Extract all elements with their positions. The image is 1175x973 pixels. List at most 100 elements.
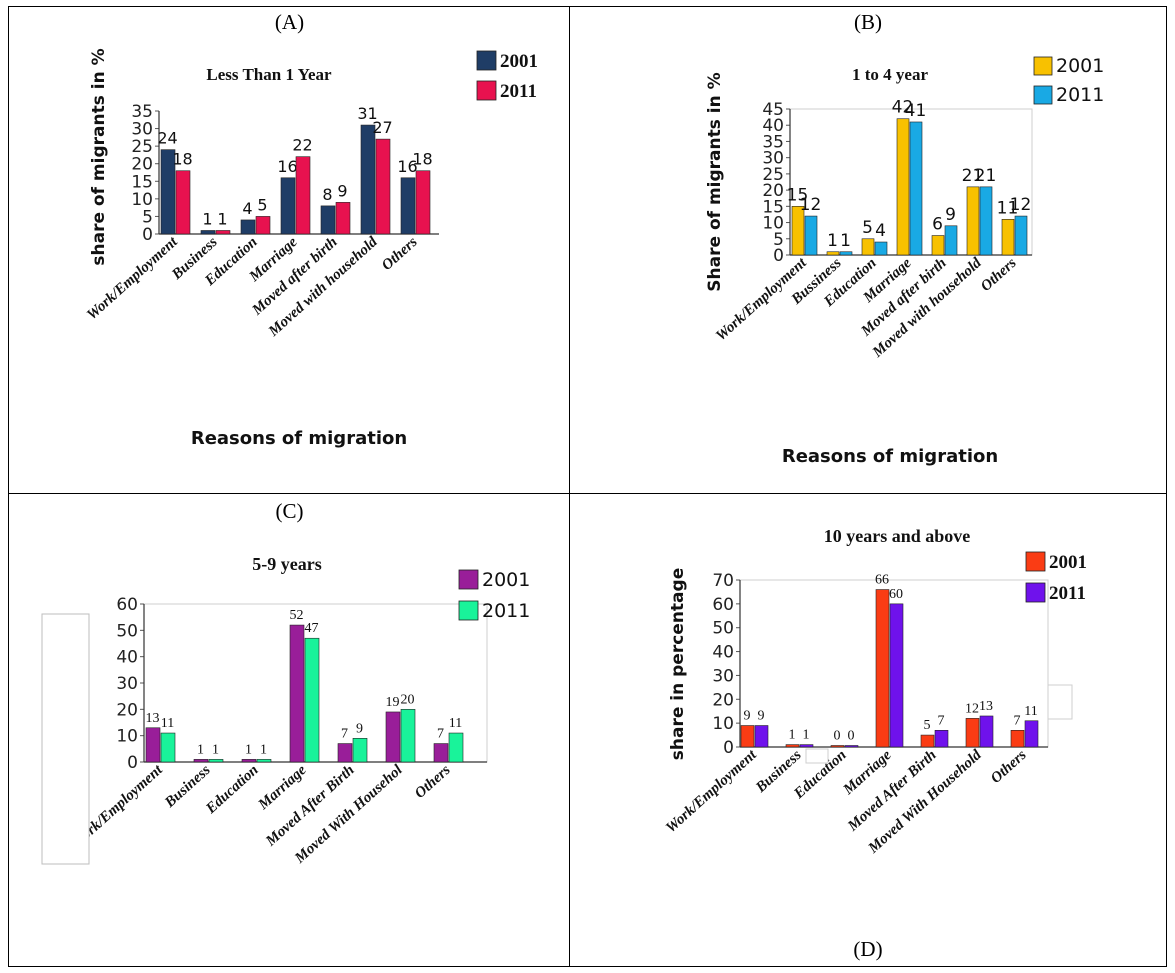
data-label: 9 [744,709,751,724]
y-tick-label: 25 [131,137,153,157]
y-tick-label: 70 [712,571,734,591]
data-label: 7 [1014,713,1021,728]
bar-2011 [944,225,958,256]
bar-2011 [1024,720,1039,748]
bar-2011 [160,732,176,763]
bar-2001 [826,251,840,256]
data-label: 16 [397,157,417,176]
chart-title: 1 to 4 year [852,65,928,84]
bar-2011 [352,738,368,763]
panel-label-c: (C) [275,499,304,523]
bar-2011 [256,759,272,763]
bar-2001 [920,734,935,748]
y-tick-label: 10 [131,190,153,210]
data-label: 52 [290,608,304,623]
y-tick-label: 10 [116,727,138,747]
data-label: 1 [827,231,838,251]
data-label: 13 [146,711,160,726]
bar-2011 [295,156,311,235]
chart-title: 5-9 years [252,554,321,574]
data-label: 12 [1010,195,1032,215]
legend-swatch [476,80,497,101]
legend-swatch [1025,551,1046,572]
panel-label-a: (A) [274,10,305,34]
bar-2011 [874,241,888,256]
chart-b: 1 to 4 year05101520253035404515154262111… [705,55,1104,467]
bar-2011 [799,744,814,748]
y-axis-title: share of migrants in % [89,48,109,265]
data-label: 1 [840,231,851,251]
bar-2011 [934,730,949,748]
y-tick-label: 50 [116,621,138,641]
panel-a: (A) Less Than 1 Year 0 5 10 15 20 25 30 35 24 1 4 16… [8,6,571,495]
data-label: 7 [341,727,348,742]
data-label: 5 [257,195,267,214]
bar-2001 [433,743,449,763]
data-label: 60 [889,587,903,602]
bar-2011 [255,216,271,235]
data-label: 5 [924,718,931,733]
legend-swatch [1033,85,1053,105]
bar-2011 [804,215,818,256]
bar-2011 [215,230,231,235]
bar-2001 [785,744,800,748]
data-label: 9 [337,181,347,200]
legend-label: 2011 [1049,583,1086,604]
bar-2011 [375,138,391,235]
y-tick-label: 35 [762,132,784,152]
y-tick-label: 25 [762,165,784,185]
y-tick-label: 20 [116,700,138,720]
bar-2011 [304,637,320,763]
data-label: 47 [305,621,319,636]
y-tick-label: 35 [131,102,153,122]
legend-label: 2011 [1056,84,1104,106]
bar-2001 [193,759,209,763]
bar-2001 [200,230,216,235]
bar-2001 [740,725,755,748]
data-label: 21 [962,166,984,186]
data-label: 11 [449,716,462,731]
data-label: 0 [834,729,841,744]
category-label: Others [988,747,1030,787]
data-label: 1 [197,742,204,757]
category-label: Moved After Birth [262,762,357,850]
legend-swatch [1025,582,1046,603]
y-tick-label: 0 [127,753,138,773]
category-label: Others [978,255,1020,295]
y-tick-label: 10 [762,214,784,234]
data-label: 12 [800,195,822,215]
x-axis-title: Reasons of migration [191,428,407,449]
data-label: 4 [242,199,252,218]
data-label: 11 [997,198,1019,218]
bar-2001 [241,759,257,763]
y-tick-label: 0 [773,246,784,266]
y-tick-label: 40 [712,643,734,663]
bar-2011 [1014,215,1028,256]
bar-2001 [965,718,980,748]
data-label: 1 [260,742,267,757]
category-label: Education [203,762,262,818]
data-label: 1 [202,209,212,228]
cropped-box [805,748,829,764]
y-tick-label: 10 [712,714,734,734]
y-tick-label: 20 [712,690,734,710]
bar-2011 [208,759,224,763]
y-tick-label: 20 [131,155,153,175]
bar-2011 [175,170,191,235]
chart-title: 10 years and above [824,526,971,546]
cropped-box [41,613,90,865]
bar-2001 [1001,219,1015,256]
category-label: Others [379,234,421,274]
bar-2001 [1010,730,1025,748]
data-label: 9 [356,721,363,736]
bar-2001 [931,235,945,256]
legend-label: 2001 [1056,55,1104,77]
y-tick-label: 40 [762,116,784,136]
y-tick-label: 5 [142,207,153,227]
bar-2001 [145,727,161,763]
bar-2001 [966,186,980,256]
bar-2011 [448,732,464,763]
bar-2001 [791,206,805,256]
data-label: 18 [412,150,432,169]
bar-2011 [415,170,431,235]
